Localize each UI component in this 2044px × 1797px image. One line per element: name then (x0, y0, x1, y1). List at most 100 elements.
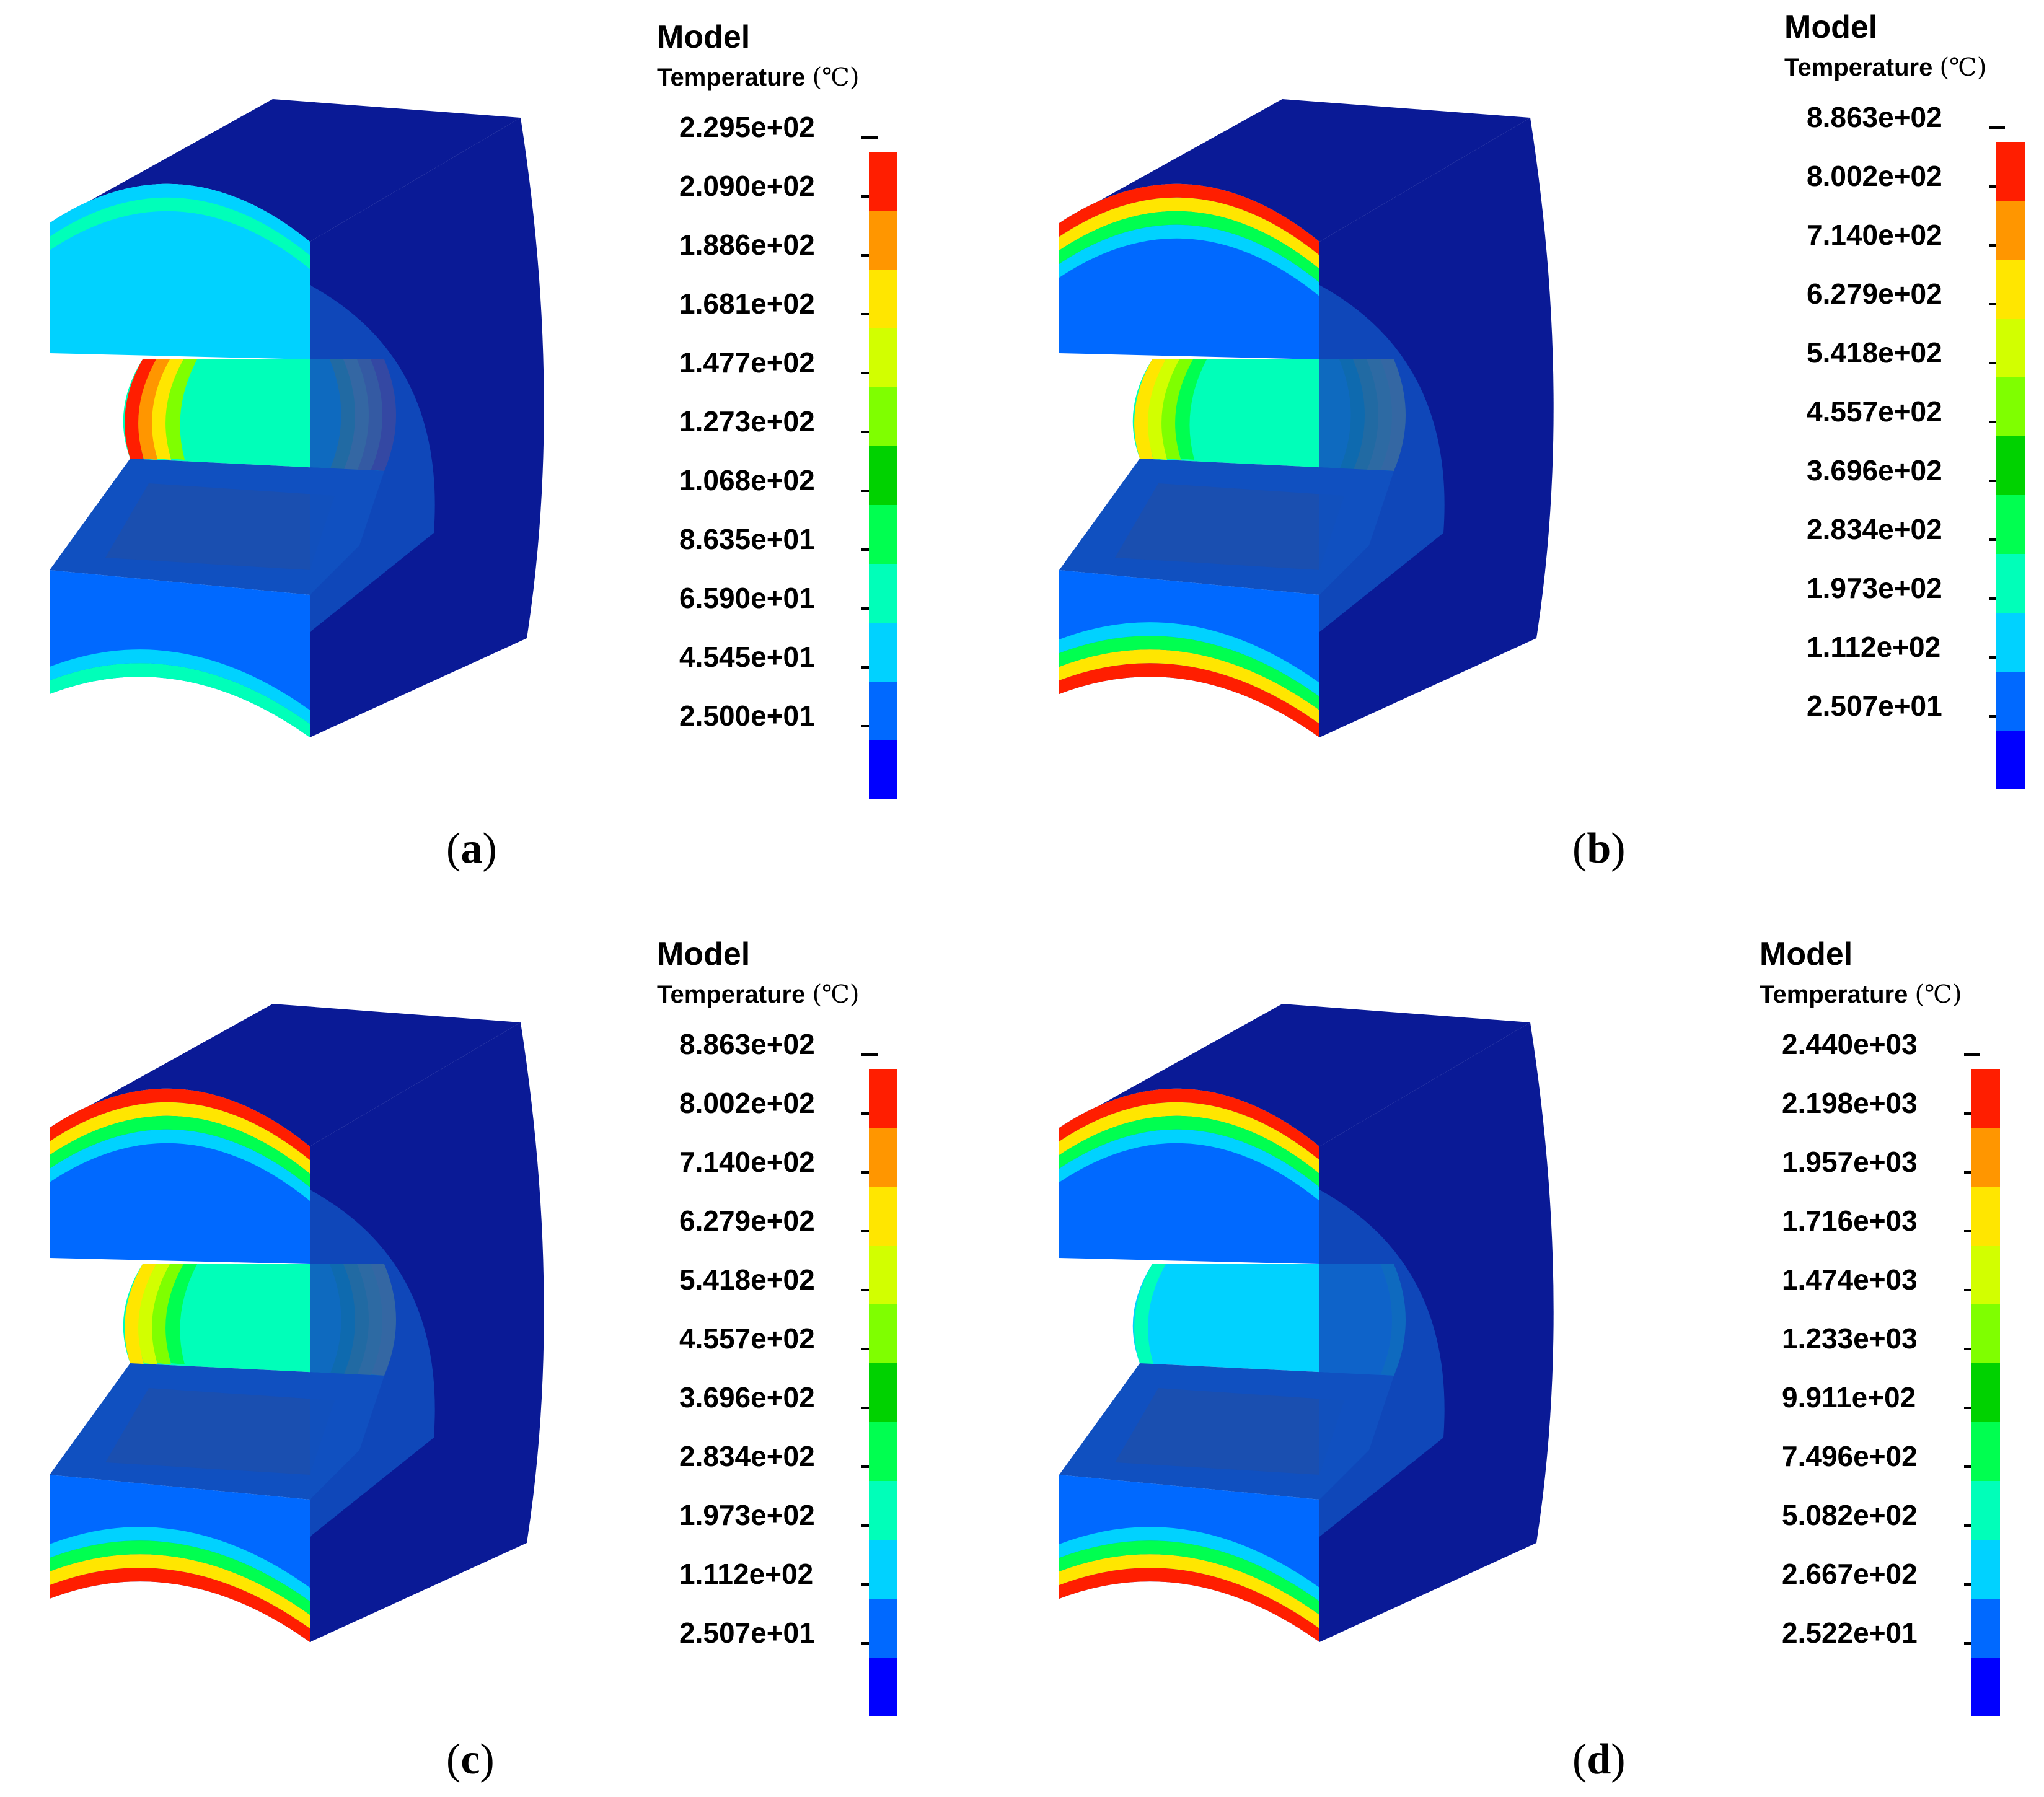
legend-tick-label: 5.418e+02 (679, 1263, 815, 1296)
color-scale-segment (1971, 1422, 2000, 1481)
quantity-label: Temperature (657, 64, 806, 91)
legend-tick-label: 2.667e+02 (1782, 1558, 1918, 1590)
color-scale-segment (869, 505, 897, 564)
color-scale-segment (869, 1422, 897, 1481)
legend-c: Model Temperature (℃) 8.863e+02 8.002e+02… (657, 936, 930, 1716)
color-scale-segment (869, 1246, 897, 1304)
bore-contour-left (138, 359, 170, 460)
color-scale-segment (1996, 260, 2025, 319)
unit-label: (℃) (812, 980, 860, 1009)
color-scale-bar (1971, 1069, 2000, 1716)
top-face (50, 99, 521, 242)
legend-tick: 2.507e+01 (657, 1617, 917, 1648)
legend-tick-label: 4.545e+01 (679, 641, 815, 673)
color-scale-segment (869, 1658, 897, 1716)
color-scale-segment (1996, 201, 2025, 260)
legend-tick-label: 3.696e+02 (1807, 454, 1942, 486)
temperature-contour-model-c (50, 1004, 544, 1642)
top-face (1059, 99, 1530, 242)
legend-tick: 2.522e+01 (1760, 1617, 2020, 1648)
legend-tick-label: 2.295e+02 (679, 111, 815, 143)
legend-tick: 2.440e+03 (1760, 1029, 2020, 1060)
contour-band (1059, 636, 1319, 710)
legend-tick: 3.696e+02 (657, 1382, 917, 1413)
contour-band (1059, 183, 1319, 255)
chamber-shade (1115, 1388, 1344, 1475)
legend-tick-label: 8.002e+02 (679, 1087, 815, 1119)
legend-tick: 7.140e+02 (1784, 219, 2044, 250)
legend-tick: 6.279e+02 (657, 1205, 917, 1236)
legend-tick-label: 7.140e+02 (679, 1146, 815, 1178)
legend-tick: 1.477e+02 (657, 347, 917, 378)
contour-band (50, 1129, 310, 1201)
outer-face-contour (1319, 285, 1445, 632)
legend-tick-label: 2.834e+02 (1807, 513, 1942, 545)
contour-band (50, 649, 310, 724)
contour-band (1059, 1115, 1319, 1187)
color-scale-segment (1971, 1069, 2000, 1128)
legend-tick-label: 2.440e+03 (1782, 1028, 1918, 1060)
chamber-shade (105, 1388, 335, 1475)
chamber-shade (105, 483, 335, 570)
bore-contour-left (125, 1264, 156, 1364)
legend-tick-label: 2.522e+01 (1782, 1617, 1918, 1649)
unit-label: (℃) (1939, 53, 1987, 82)
color-scale-segment (869, 328, 897, 387)
color-scale-bar (1996, 142, 2025, 789)
legend-title: Model (657, 936, 751, 972)
legend-tick-label: 1.068e+02 (679, 464, 815, 496)
color-scale-segment (1971, 1540, 2000, 1599)
legend-tick-label: 2.090e+02 (679, 170, 815, 202)
legend-tick-label: 3.696e+02 (679, 1381, 815, 1413)
contour-band (50, 183, 310, 255)
legend-tick-label: 8.002e+02 (1807, 160, 1942, 192)
contour-band (50, 1568, 310, 1642)
color-scale-segment (869, 1069, 897, 1128)
legend-tick: 1.474e+03 (1760, 1264, 2020, 1295)
color-scale-segment (869, 152, 897, 211)
color-scale-segment (1996, 436, 2025, 495)
bore-contour-left (1134, 1264, 1166, 1364)
bore-contour-left (125, 359, 156, 460)
color-scale-bar (869, 152, 897, 799)
color-scale-segment (869, 270, 897, 328)
outer-face-contour (310, 1190, 435, 1537)
legend-tick: 5.082e+02 (1760, 1500, 2020, 1531)
legend-tick-label: 1.112e+02 (1807, 631, 1941, 663)
legend-tick: 6.590e+01 (657, 582, 917, 613)
legend-tick: 4.557e+02 (1784, 396, 2044, 427)
contour-band (1059, 211, 1319, 283)
color-scale-segment (1971, 1363, 2000, 1422)
outer-face-contour (1319, 1190, 1445, 1537)
top-face (1059, 1004, 1530, 1146)
legend-quantity: Temperature (℃) (657, 63, 859, 92)
legend-tick-label: 6.279e+02 (679, 1205, 815, 1237)
contour-band (50, 1115, 310, 1187)
legend-title: Model (1760, 936, 1853, 972)
contour-band (1059, 1088, 1319, 1160)
legend-ticks: 2.440e+03 2.198e+03 1.957e+03 1.716e+03 1.47… (1760, 1029, 2032, 1648)
color-scale-segment (869, 446, 897, 505)
bore-contour-left (1161, 359, 1193, 460)
legend-tick: 1.957e+03 (1760, 1146, 2020, 1177)
caption-c: (c) (446, 1736, 495, 1783)
legend-tick: 6.279e+02 (1784, 278, 2044, 309)
legend-tick: 8.635e+01 (657, 524, 917, 555)
contour-band (1059, 1527, 1319, 1601)
color-scale-segment (1996, 731, 2025, 789)
contour-band (50, 1102, 310, 1174)
color-scale-segment (869, 1540, 897, 1599)
legend-tick-label: 2.500e+01 (679, 700, 815, 732)
color-scale-segment (1996, 554, 2025, 613)
color-scale-segment (1996, 377, 2025, 436)
temperature-contour-model-b (1059, 99, 1554, 737)
color-scale-segment (1971, 1304, 2000, 1363)
color-scale-segment (869, 623, 897, 682)
color-scale-segment (869, 387, 897, 446)
contour-band (1059, 1554, 1319, 1628)
legend-quantity: Temperature (℃) (657, 980, 859, 1009)
contour-band (50, 1540, 310, 1615)
legend-tick: 2.090e+02 (657, 170, 917, 201)
contour-band (1059, 1540, 1319, 1615)
legend-tick: 1.068e+02 (657, 465, 917, 496)
